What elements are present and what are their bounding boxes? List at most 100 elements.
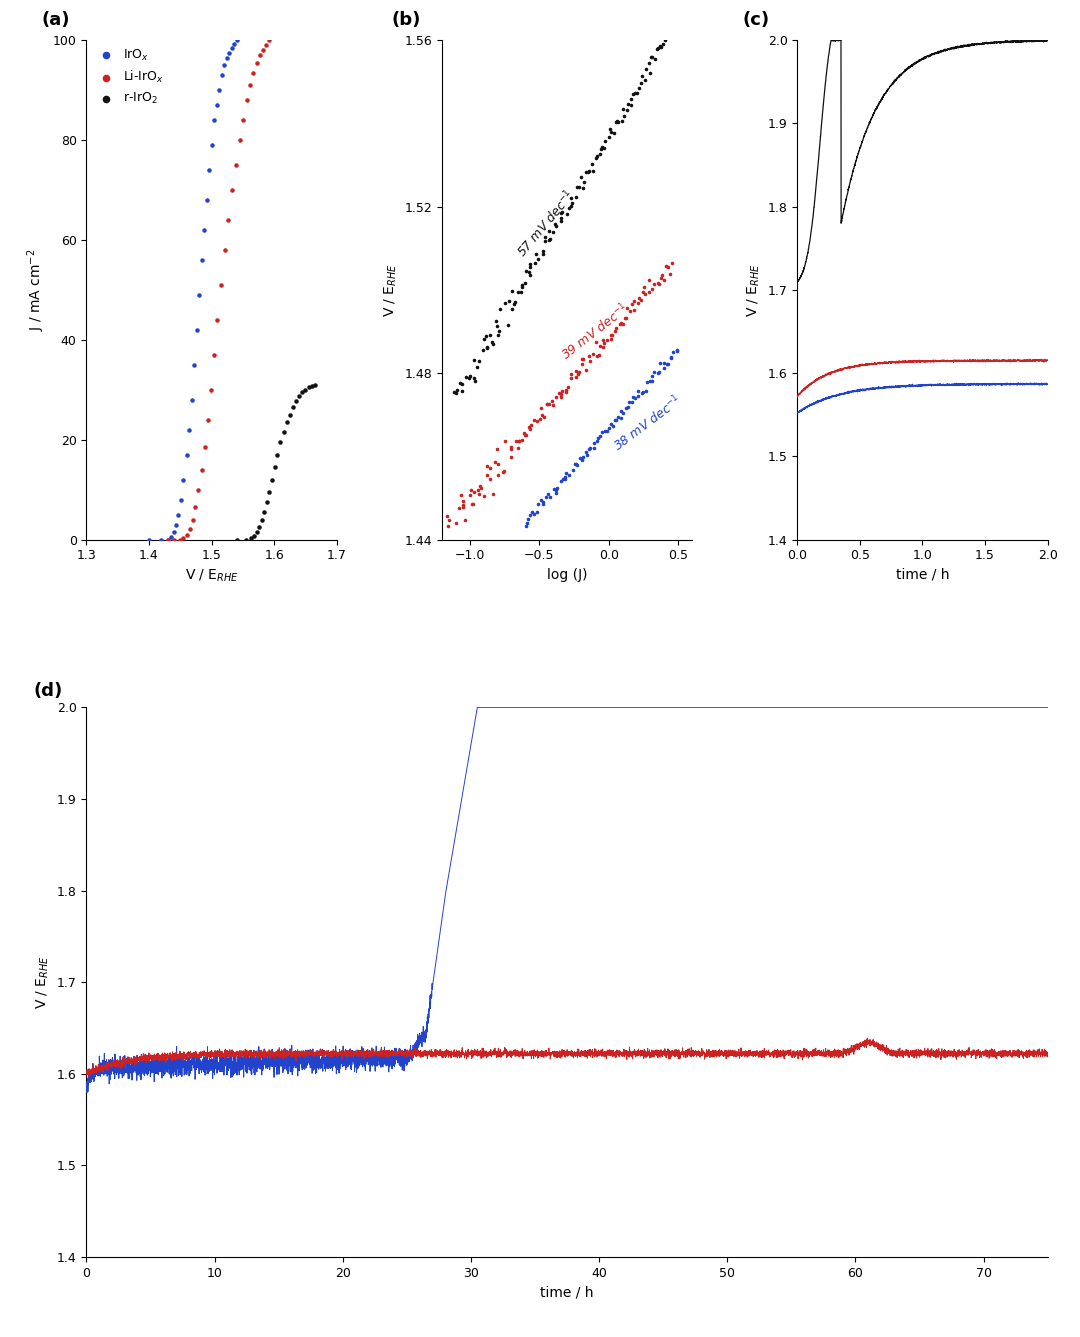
Point: [475, 329, 492, 350]
Point: [539, 484, 556, 505]
Point: [462, 479, 480, 500]
Li-IrO$_x$: [242, 75, 259, 96]
Point: [472, 477, 489, 499]
Point: [453, 484, 470, 505]
Point: [581, 350, 598, 372]
Point: [455, 495, 472, 516]
Point: [621, 390, 638, 412]
Point: [580, 162, 597, 183]
Point: [651, 352, 669, 373]
Point: [615, 98, 632, 119]
Point: [484, 484, 501, 505]
Point: [630, 78, 647, 99]
Point: [664, 341, 681, 362]
Point: [596, 130, 613, 151]
Point: [557, 378, 575, 400]
Point: [513, 274, 530, 295]
Point: [658, 255, 675, 277]
Point: [642, 47, 659, 68]
Point: [669, 341, 686, 362]
Point: [585, 437, 603, 459]
Li-IrO$_x$: [185, 509, 202, 531]
Point: [595, 337, 612, 358]
Point: [541, 487, 558, 508]
Point: [541, 221, 558, 242]
Point: [662, 348, 679, 369]
Point: [612, 313, 630, 334]
Point: [623, 94, 640, 115]
Point: [580, 160, 597, 182]
Point: [557, 468, 575, 489]
Legend: IrO$_x$, Li-IrO$_x$, r-IrO$_2$: IrO$_x$, Li-IrO$_x$, r-IrO$_2$: [89, 43, 168, 111]
Point: [552, 471, 569, 492]
Li-IrO$_x$: [205, 344, 222, 365]
Point: [548, 215, 565, 237]
Point: [649, 37, 666, 59]
Point: [516, 273, 534, 294]
Li-IrO$_x$: [187, 496, 204, 517]
r-IrO$_2$: [300, 377, 318, 398]
IrO$_x$: [208, 95, 226, 116]
Point: [556, 467, 573, 488]
Point: [490, 464, 508, 485]
r-IrO$_2$: [297, 378, 314, 400]
Point: [607, 321, 624, 342]
Point: [449, 380, 467, 401]
Point: [499, 314, 516, 336]
Point: [619, 396, 636, 417]
Point: [652, 36, 670, 57]
Point: [457, 509, 474, 531]
Point: [654, 33, 672, 55]
Point: [593, 136, 610, 158]
IrO$_x$: [201, 159, 218, 180]
Point: [629, 291, 646, 313]
IrO$_x$: [170, 504, 187, 525]
Point: [495, 460, 512, 481]
Point: [515, 422, 532, 444]
IrO$_x$: [213, 64, 230, 86]
Point: [535, 493, 552, 515]
Point: [522, 257, 539, 278]
Point: [635, 282, 652, 303]
Point: [537, 226, 554, 247]
r-IrO$_2$: [264, 469, 281, 491]
IrO$_x$: [188, 320, 205, 341]
Point: [478, 456, 496, 477]
Point: [490, 321, 508, 342]
Li-IrO$_x$: [234, 110, 252, 131]
Point: [603, 122, 620, 143]
Point: [598, 329, 616, 350]
Point: [663, 253, 680, 274]
IrO$_x$: [190, 285, 207, 306]
Point: [607, 111, 624, 132]
Point: [656, 353, 673, 374]
Point: [553, 201, 570, 222]
IrO$_x$: [226, 33, 243, 55]
Point: [604, 324, 621, 345]
Point: [445, 381, 462, 402]
Point: [500, 290, 517, 312]
Point: [654, 269, 672, 290]
Point: [660, 21, 677, 43]
Text: 38 mV dec$^{-1}$: 38 mV dec$^{-1}$: [610, 392, 685, 455]
Point: [468, 357, 485, 378]
Text: (d): (d): [33, 682, 63, 701]
Point: [609, 111, 626, 132]
Y-axis label: J / mA cm$^{-2}$: J / mA cm$^{-2}$: [26, 249, 48, 332]
Point: [474, 338, 491, 360]
Point: [538, 393, 555, 414]
Point: [454, 491, 471, 512]
Li-IrO$_x$: [248, 52, 266, 74]
IrO$_x$: [180, 418, 198, 440]
Point: [458, 366, 475, 388]
Y-axis label: V / E$_{RHE}$: V / E$_{RHE}$: [745, 263, 762, 317]
Point: [502, 447, 519, 468]
Point: [612, 400, 630, 421]
Point: [513, 429, 530, 451]
Point: [538, 393, 555, 414]
Point: [477, 325, 495, 346]
Point: [584, 344, 602, 365]
Point: [661, 263, 678, 285]
Point: [636, 277, 653, 298]
Point: [635, 382, 652, 404]
